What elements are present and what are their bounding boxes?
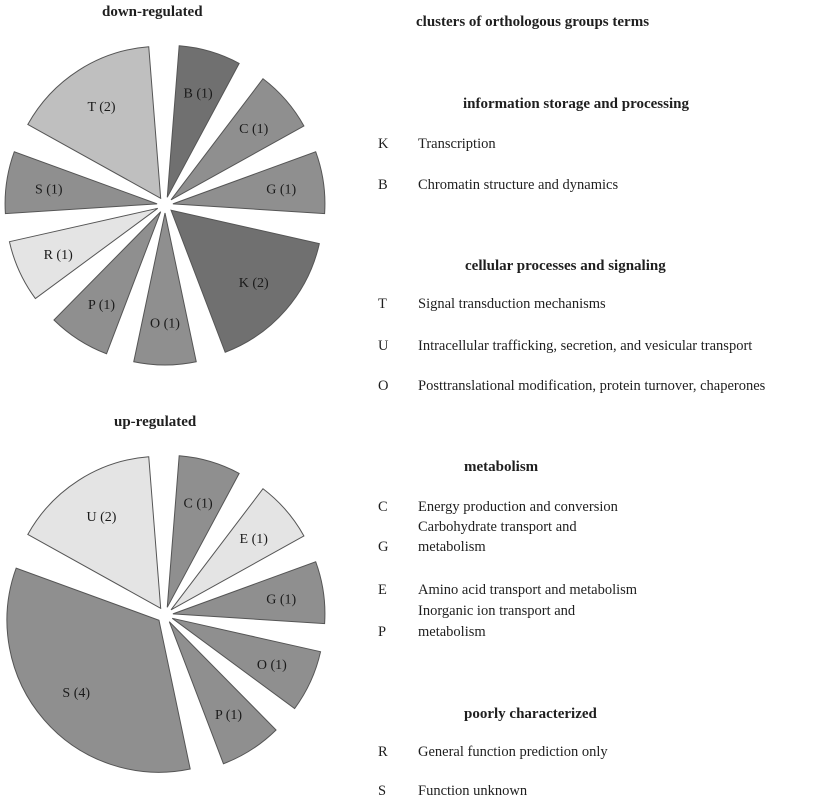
slice-label-b: B (1) [184,86,214,101]
legend-code: T [378,296,387,312]
legend-code: G [378,539,389,555]
pie-slice-u [27,456,162,610]
up-regulated-pie-chart: C (1) E (1) G (1) O (1) P (1) S (4) U (2) [6,455,326,773]
legend-code: S [378,783,387,799]
pie-slice-t [27,46,162,200]
legend-code: C [378,499,388,515]
pie-slice-r [8,207,159,300]
legend-code: E [378,582,387,598]
pie-slice-c [170,78,305,201]
legend-section-header-poorly-characterized: poorly characterized [464,706,597,722]
legend-section-header-information-storage: information storage and processing [463,96,689,112]
legend-code: U [378,338,389,354]
legend-description: General function prediction only [418,744,608,760]
slice-label-p: P (1) [88,298,115,313]
slice-label-u: U (2) [87,510,117,525]
pie-slice-k [170,209,320,353]
pie-slice-p [53,211,162,355]
pie-slice-c [166,455,240,608]
legend-description-continued: metabolism [418,539,486,555]
slice-label-s: S (1) [35,182,63,197]
legend-code: K [378,136,389,152]
legend-description: Signal transduction mechanisms [418,296,606,312]
pie-slice-g [172,561,326,625]
slice-label-c: C (1) [239,122,269,137]
pie-slice-g [172,151,326,215]
pie-slice-o [171,617,322,710]
legend-description: Posttranslational modification, protein … [418,378,766,394]
slice-label-c: C (1) [184,496,214,511]
legend-description: Energy production and conversion [418,499,618,515]
legend-section-header-metabolism: metabolism [464,459,539,475]
legend-description: Chromatin structure and dynamics [418,177,619,193]
legend-description: Carbohydrate transport and [418,519,577,535]
pie-slice-o [133,212,197,366]
pie-slice-s [4,151,158,215]
legend-description: Intracellular trafficking, secretion, an… [418,338,753,354]
legend-section-header-cellular-processes: cellular processes and signaling [465,258,666,274]
slice-label-s: S (4) [62,686,90,701]
cog-legend: clusters of orthologous groups terms inf… [378,0,840,804]
legend-description: Amino acid transport and metabolism [418,582,638,598]
slice-label-r: R (1) [44,248,74,263]
pie-slice-s [6,567,191,773]
chart-title-down-regulated: down-regulated [102,4,203,20]
legend-description: Function unknown [418,783,528,799]
down-regulated-pie-chart: B (1) C (1) G (1) K (2) O (1) P (1) R (1) S (1)… [4,45,326,366]
legend-code: B [378,177,388,193]
slice-label-o: O (1) [257,658,287,673]
chart-title-up-regulated: up-regulated [114,414,197,430]
legend-description: Transcription [418,136,496,152]
pie-slice-p [168,621,277,765]
legend-description: Inorganic ion transport and [418,603,576,619]
legend-code: R [378,744,388,760]
slice-label-k: K (2) [239,276,269,291]
pie-slice-b [166,45,240,198]
legend-title: clusters of orthologous groups terms [416,14,650,30]
slice-label-o: O (1) [150,316,180,331]
slice-label-p: P (1) [215,708,242,723]
slice-label-g: G (1) [266,182,296,197]
slice-label-t: T (2) [87,100,115,115]
legend-code: O [378,378,389,394]
pie-slice-e [170,488,305,611]
slice-label-g: G (1) [266,592,296,607]
legend-description-continued: metabolism [418,624,486,640]
legend-code: P [378,624,387,640]
slice-label-e: E (1) [240,532,269,547]
